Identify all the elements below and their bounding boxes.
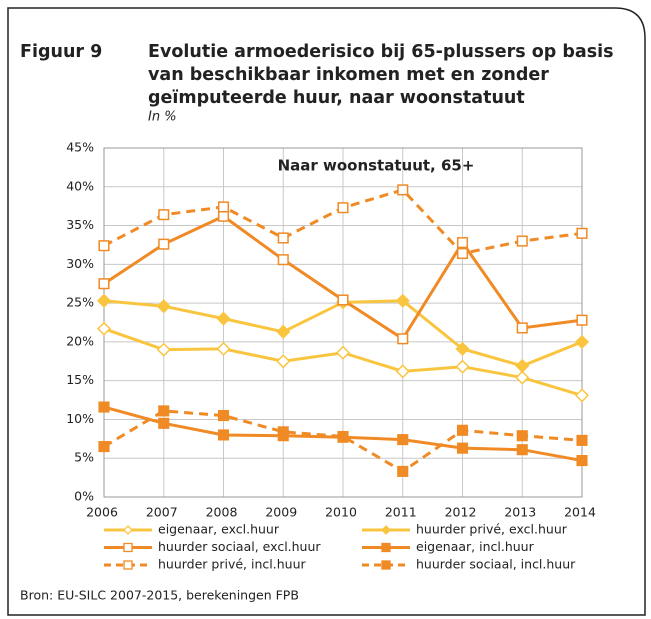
legend-marker: [381, 560, 391, 570]
figure-title: Evolutie armoederisico bij 65-plussers o…: [148, 42, 614, 62]
marker: [516, 322, 528, 334]
x-tick-label: 2008: [206, 505, 238, 520]
figure-label: Figuur 9: [20, 42, 102, 62]
marker: [96, 321, 112, 336]
plot: 0% 5% 10% 15% 20% 25% 30% 35% 40% 45% 2006 2007 2008…: [66, 140, 596, 572]
y-tick-label: 40%: [66, 178, 94, 193]
legend-marker: [123, 525, 133, 535]
marker: [158, 417, 170, 429]
legend-label: huurder privé, excl.huur: [416, 522, 568, 537]
marker: [156, 299, 171, 314]
figure-title: geïmputeerde huur, naar woonstatuut: [148, 88, 525, 108]
legend-label: huurder privé, incl.huur: [158, 557, 306, 572]
marker: [516, 430, 528, 442]
marker: [217, 201, 230, 213]
legend-label: huurder sociaal, excl.huur: [158, 539, 321, 554]
marker: [158, 238, 170, 250]
y-tick-label: 10%: [66, 411, 94, 426]
marker: [158, 405, 170, 417]
marker: [98, 401, 110, 413]
x-tick-label: 2014: [564, 505, 596, 520]
marker: [337, 294, 349, 306]
chart-title: Naar woonstatuut, 65+: [278, 157, 475, 175]
y-tick-label: 30%: [66, 256, 94, 271]
figure-subtitle: In %: [148, 110, 177, 125]
marker: [335, 345, 351, 360]
legend-label: huurder sociaal, incl.huur: [416, 557, 576, 572]
y-tick-label: 45%: [66, 140, 94, 155]
marker: [217, 429, 230, 441]
source: Bron: EU-SILC 2007-2015, berekeningen FP…: [20, 588, 299, 603]
marker: [217, 210, 230, 222]
legend-marker: [123, 542, 133, 553]
marker: [397, 184, 409, 196]
marker: [395, 293, 410, 308]
marker: [456, 237, 469, 249]
y-tick-label: 35%: [66, 217, 94, 232]
marker: [337, 202, 349, 214]
marker: [98, 240, 110, 252]
marker: [216, 341, 231, 356]
y-tick-label: 15%: [66, 372, 94, 387]
marker: [277, 232, 289, 244]
marker: [455, 359, 470, 374]
marker: [515, 370, 530, 385]
y-tick-label: 5%: [74, 450, 94, 465]
y-tick-label: 20%: [66, 333, 94, 348]
marker: [156, 342, 171, 357]
marker: [397, 465, 409, 477]
figure-title: van beschikbaar inkomen met en zonder: [148, 65, 549, 85]
marker: [456, 424, 469, 436]
x-tick-label: 2012: [445, 505, 477, 520]
x-tick-label: 2009: [265, 505, 297, 520]
legend-marker: [381, 525, 391, 535]
marker: [576, 227, 588, 239]
marker: [515, 358, 530, 373]
marker: [216, 311, 231, 326]
figure-border: [7, 7, 646, 616]
marker: [574, 388, 590, 403]
marker: [158, 209, 170, 221]
marker: [277, 254, 289, 266]
marker: [516, 444, 528, 456]
marker: [456, 247, 469, 260]
legend-label: eigenaar, excl.huur: [158, 522, 280, 537]
marker: [576, 434, 588, 446]
x-tick-label: 2011: [385, 505, 417, 520]
marker: [276, 354, 291, 369]
marker: [574, 334, 590, 349]
y-tick-label: 25%: [66, 295, 94, 310]
marker: [96, 293, 112, 308]
legend-marker: [123, 560, 133, 570]
marker: [98, 441, 110, 453]
marker: [397, 434, 409, 446]
marker: [397, 333, 409, 345]
marker: [217, 410, 230, 422]
x-tick-label: 2013: [504, 505, 536, 520]
marker: [337, 430, 349, 443]
legend-label: eigenaar, incl.huur: [416, 539, 535, 554]
x-tick-label: 2010: [325, 505, 357, 520]
marker: [576, 314, 588, 326]
y-tick-label: 0%: [74, 489, 94, 504]
marker: [276, 324, 291, 339]
marker: [576, 454, 588, 467]
marker: [516, 235, 528, 247]
marker: [456, 442, 469, 454]
x-tick-label: 2006: [86, 505, 118, 520]
marker: [455, 341, 470, 356]
marker: [395, 364, 410, 379]
legend-marker: [381, 542, 391, 553]
marker: [98, 278, 110, 290]
x-tick-label: 2007: [146, 505, 178, 520]
marker: [277, 426, 289, 438]
